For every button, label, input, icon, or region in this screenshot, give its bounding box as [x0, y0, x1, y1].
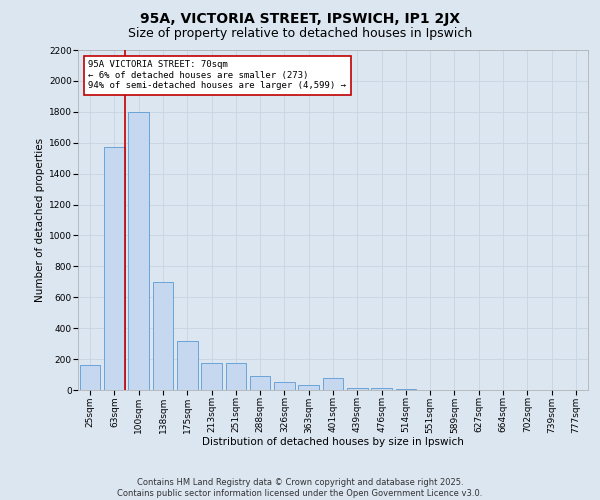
Bar [395, 389, 416, 390]
Bar [250, 376, 271, 390]
Bar [177, 340, 197, 390]
Bar [274, 382, 295, 390]
Text: 95A, VICTORIA STREET, IPSWICH, IP1 2JX: 95A, VICTORIA STREET, IPSWICH, IP1 2JX [140, 12, 460, 26]
Bar [226, 363, 246, 390]
Bar [347, 388, 368, 390]
Bar [298, 386, 319, 390]
Y-axis label: Number of detached properties: Number of detached properties [35, 138, 44, 302]
X-axis label: Distribution of detached houses by size in Ipswich: Distribution of detached houses by size … [202, 437, 464, 447]
Bar [128, 112, 149, 390]
Bar [371, 388, 392, 390]
Bar [201, 363, 222, 390]
Text: Size of property relative to detached houses in Ipswich: Size of property relative to detached ho… [128, 28, 472, 40]
Bar [323, 378, 343, 390]
Bar [104, 148, 125, 390]
Text: Contains HM Land Registry data © Crown copyright and database right 2025.
Contai: Contains HM Land Registry data © Crown c… [118, 478, 482, 498]
Bar [152, 282, 173, 390]
Bar [80, 366, 100, 390]
Text: 95A VICTORIA STREET: 70sqm
← 6% of detached houses are smaller (273)
94% of semi: 95A VICTORIA STREET: 70sqm ← 6% of detac… [88, 60, 346, 90]
